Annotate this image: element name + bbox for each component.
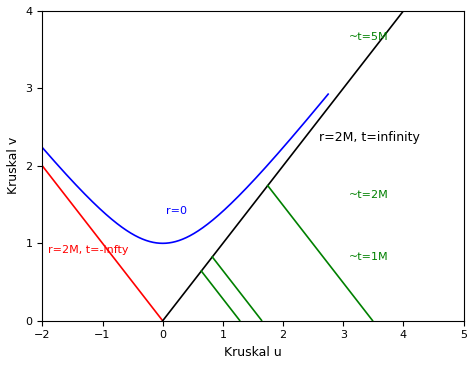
Text: ~t=5M: ~t=5M	[349, 32, 389, 42]
Text: ~t=1M: ~t=1M	[349, 253, 389, 262]
Text: r=2M, t=-infty: r=2M, t=-infty	[48, 244, 129, 255]
Y-axis label: Kruskal v: Kruskal v	[7, 137, 20, 194]
X-axis label: Kruskal u: Kruskal u	[224, 346, 282, 359]
Text: r=2M, t=infinity: r=2M, t=infinity	[319, 131, 420, 144]
Text: ~t=2M: ~t=2M	[349, 190, 389, 201]
Text: r=0: r=0	[166, 206, 187, 216]
